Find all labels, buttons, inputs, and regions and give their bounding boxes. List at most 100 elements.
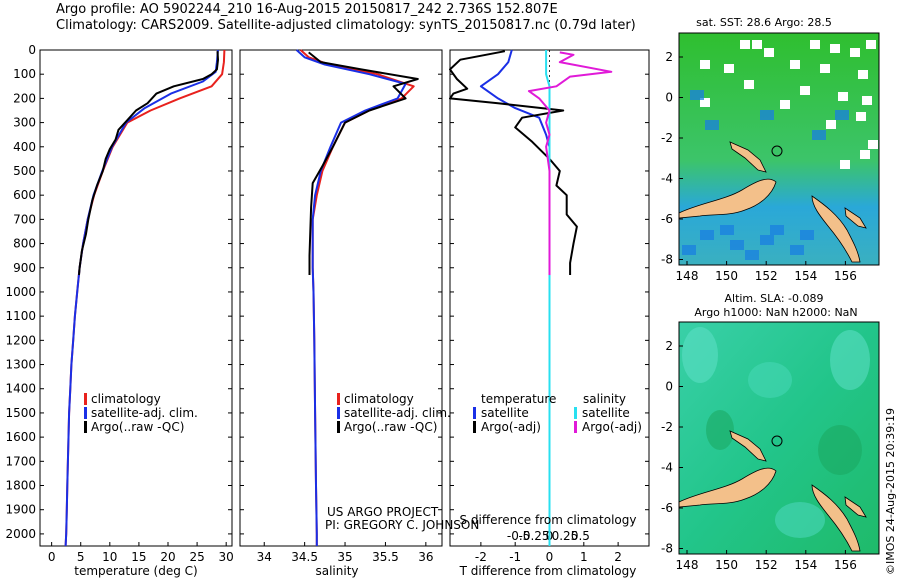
series-line [64,49,226,547]
cloud-cell [820,64,830,73]
legend-label-argo: Argo(..raw -QC) [91,420,184,434]
salinity-axis: 34 34.5 35 35.5 36 [240,49,442,564]
sla-map-title-1: Altim. SLA: -0.089 [724,292,823,305]
sst-cloud-cells [682,40,878,260]
sla-map-title-2: Argo h1000: NaN h2000: NaN [694,306,857,319]
y-tick-label: 700 [13,212,36,226]
y-tick-label: 1200 [5,333,36,347]
temperature-legend: climatology satellite-adj. clim. Argo(..… [84,392,198,434]
map-x-tick-label: 156 [834,269,857,283]
y-tick-label: 800 [13,237,36,251]
series-line [295,49,407,546]
warm-cell [690,90,704,100]
x-tick-label: 30 [219,550,234,564]
series-line [308,51,419,275]
salinity-plot-frame [239,49,443,547]
legend-swatch-satellite [84,407,87,419]
cloud-cell [856,112,866,121]
y-tick-label: 1300 [5,358,36,372]
series-line [64,49,219,547]
temperature-plot-frame [39,49,233,547]
x-tick-label: 36 [418,550,433,564]
legend-label-satellite: satellite-adj. clim. [91,406,198,420]
warm-cell [812,130,826,140]
cloud-cell [830,44,840,53]
y-tick-label: 1600 [5,430,36,444]
map-y-tick-label: -4 [661,172,673,186]
series-line [527,51,613,275]
cloud-cell [790,60,800,69]
legend-swatch-t-argo [473,421,476,433]
warm-cell [730,240,744,250]
s-tick-label: 0.5 [571,529,590,543]
x-tick-label: 1 [580,550,588,564]
y-tick-label: 400 [13,140,36,154]
map-y-tick-label: -6 [661,212,673,226]
legend-swatch-climatology [84,393,87,405]
series-line [299,49,415,546]
warm-cell [770,225,784,235]
y-tick-label: 1100 [5,309,36,323]
map-y-tick-label: 2 [665,50,673,64]
s-difference-xlabel: S difference from climatology [460,513,637,527]
map-x-tick-label: 156 [834,558,857,572]
warm-cell [800,230,814,240]
map-x-tick-label: 152 [755,558,778,572]
sla-map: Altim. SLA: -0.089 Argo h1000: NaN h2000… [661,292,880,572]
cloud-cell [800,86,810,95]
map-x-tick-label: 152 [755,269,778,283]
legend-swatch-argo [337,421,340,433]
legend-swatch-climatology [337,393,340,405]
series-line [449,50,578,275]
legend-label-climatology: climatology [344,392,414,406]
legend-label-t-satellite: satellite [481,406,529,420]
temperature-lines [64,49,226,547]
y-tick-label: 100 [13,67,36,81]
map-y-tick-label: -6 [661,501,673,515]
map-x-tick-label: 150 [715,269,738,283]
temperature-axis: 0100200300400500600700800900100011001200… [5,43,233,564]
sst-land [678,141,867,263]
warm-cell [760,110,774,120]
cloud-cell [764,48,774,57]
x-tick-label: 0 [48,550,56,564]
warm-cell [760,235,774,245]
x-tick-label: 25 [189,550,204,564]
cloud-cell [866,40,876,49]
y-tick-label: 1000 [5,285,36,299]
series-line [78,51,219,276]
x-tick-label: 15 [131,550,146,564]
s-tick-label: -0.5 [507,529,530,543]
cloud-cell [780,100,790,109]
x-tick-label: 2 [614,550,622,564]
legend-swatch-satellite [337,407,340,419]
cloud-cell [700,98,710,107]
legend-label-s-satellite: satellite [582,406,630,420]
warm-cell [745,250,759,260]
y-tick-label: 0 [28,43,36,57]
map-x-tick-label: 148 [676,558,699,572]
legend-swatch-s-satellite [574,407,577,419]
x-tick-label: 0 [546,550,554,564]
cloud-cell [752,40,762,49]
warm-cell [835,110,849,120]
x-tick-label: -2 [475,550,487,564]
y-tick-label: 1500 [5,406,36,420]
t-difference-xlabel: T difference from climatology [459,564,637,578]
legend-label-argo: Argo(..raw -QC) [344,420,437,434]
map-y-tick-label: 0 [665,91,673,105]
temperature-panel: 0100200300400500600700800900100011001200… [5,43,233,578]
cloud-cell [700,60,710,69]
sla-land [678,430,867,552]
legend-swatch-t-satellite [473,407,476,419]
difference-lines [449,49,613,546]
y-tick-label: 1700 [5,454,36,468]
map-y-tick-label: 2 [665,339,673,353]
pi-label: PI: GREGORY C. JOHNSON [325,518,479,532]
argo-location-marker [771,435,783,447]
cloud-cell [860,150,870,159]
warm-cell [700,230,714,240]
